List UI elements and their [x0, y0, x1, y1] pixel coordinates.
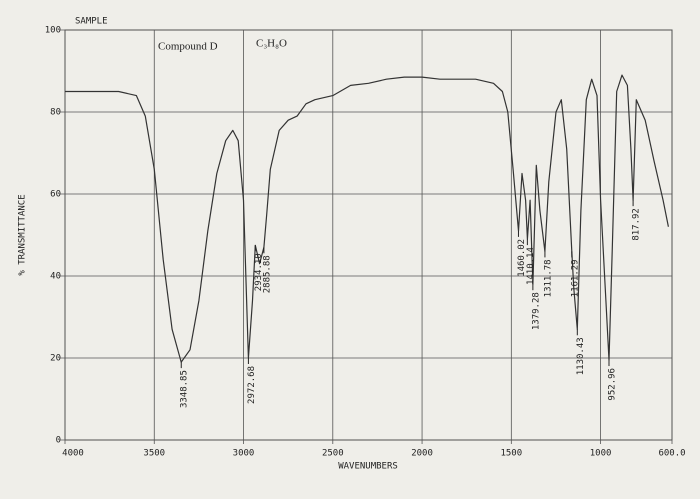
peak-label: 2972.68: [247, 366, 257, 404]
y-tick-label: 80: [50, 108, 61, 118]
x-tick-label: 2500: [322, 449, 344, 459]
y-tick-label: 40: [50, 272, 61, 282]
y-tick-label: 60: [50, 190, 61, 200]
peak-label: 2934.10: [254, 253, 264, 291]
x-tick-label: 3000: [233, 449, 255, 459]
y-tick-label: 20: [50, 354, 61, 364]
peak-label: 2885.88: [262, 255, 272, 293]
peak-label: 1460.02: [517, 239, 527, 277]
spectrum-line: [65, 74, 669, 363]
x-tick-label: 1000: [590, 449, 612, 459]
formula-label: C₃H₈O: [256, 38, 287, 50]
peak-label: 817.92: [632, 208, 642, 241]
peak-label: 1410.14: [526, 247, 536, 285]
peak-label: 1161.29: [570, 259, 580, 297]
x-tick-label: 1500: [500, 449, 522, 459]
x-tick-label: 4000: [62, 449, 84, 459]
peak-label: 1379.28: [531, 292, 541, 330]
sample-label: SAMPLE: [75, 17, 108, 27]
x-tick-label: 3500: [143, 449, 165, 459]
x-axis-label: WAVENUMBERS: [338, 462, 398, 472]
peak-label: 952.96: [607, 368, 617, 401]
y-axis-label: % TRANSMITTANCE: [18, 194, 28, 275]
y-tick-label: 100: [45, 26, 61, 36]
compound-label: Compound D: [158, 41, 218, 53]
peak-label: 1130.43: [576, 337, 586, 375]
x-tick-label: 2000: [411, 449, 433, 459]
x-tick-label: 600.0: [658, 449, 685, 459]
peak-label: 1311.78: [543, 259, 553, 297]
peak-label: 3348.85: [180, 370, 190, 408]
y-tick-label: 0: [56, 436, 61, 446]
